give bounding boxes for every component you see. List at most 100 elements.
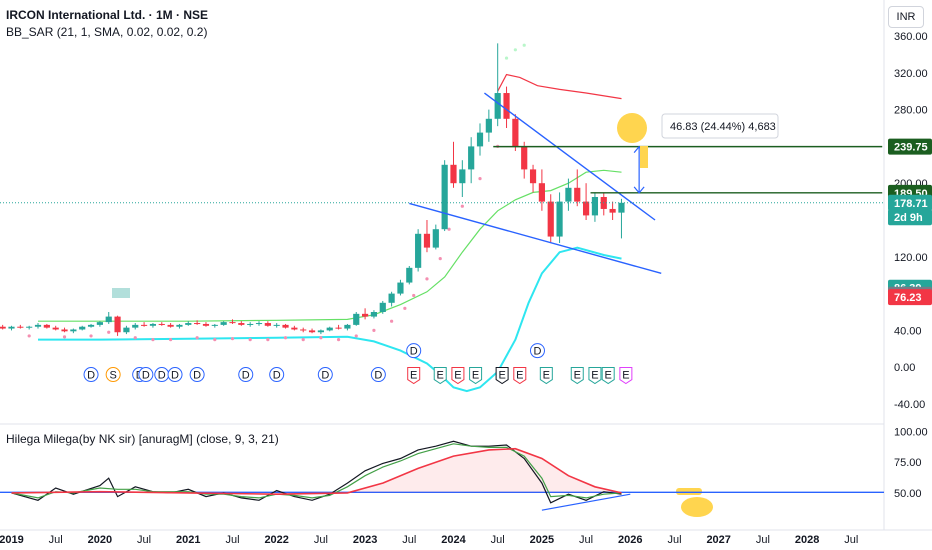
candle	[52, 325, 59, 331]
currency-button[interactable]: INR	[888, 6, 924, 28]
event-marker: E	[433, 367, 447, 385]
event-shape	[433, 367, 447, 385]
event-shape	[451, 367, 465, 385]
candle	[335, 324, 342, 330]
sar-dot	[151, 338, 155, 342]
event-label: S	[109, 370, 116, 382]
candle	[353, 312, 360, 326]
event-shape	[105, 367, 121, 383]
event-label: D	[142, 370, 150, 382]
event-shape	[588, 367, 602, 385]
sar-dot	[478, 177, 482, 181]
x-tick-label: Jul	[844, 534, 858, 546]
event-marker: E	[513, 367, 527, 385]
x-tick-label: Jul	[667, 534, 681, 546]
sar-dot	[62, 335, 67, 339]
candle-body	[591, 197, 599, 216]
event-marker: E	[407, 367, 421, 385]
candle-body	[34, 324, 42, 327]
event-label: D	[273, 370, 281, 382]
sar-dot	[522, 43, 526, 47]
candle	[468, 137, 475, 184]
candle	[450, 141, 457, 188]
event-shape	[83, 367, 99, 383]
candle	[0, 324, 6, 330]
candle	[211, 323, 218, 328]
candle-body	[308, 330, 316, 333]
y-tick-label: -40.00	[894, 399, 925, 411]
event-label: E	[591, 370, 598, 382]
candle	[512, 114, 519, 151]
event-shape	[539, 367, 553, 385]
event-shape	[138, 367, 154, 383]
price-tag-label: 76.23	[894, 292, 922, 304]
price-tag-bg	[888, 289, 932, 306]
candle	[415, 229, 422, 272]
event-marker: D	[370, 367, 386, 383]
event-marker: D	[406, 343, 422, 359]
candle	[255, 321, 263, 326]
candle-body	[238, 323, 245, 325]
sar-dot	[438, 257, 442, 261]
candle	[503, 86, 510, 128]
candle-body	[185, 323, 192, 325]
sar-dot	[447, 227, 451, 231]
measure-label-box	[661, 113, 779, 139]
price-tag-label: 2d 9h	[894, 212, 923, 224]
event-marker: E	[570, 367, 584, 385]
price-tag-label: 239.75	[894, 142, 928, 154]
candle-body	[468, 146, 475, 170]
candle-body	[123, 327, 130, 333]
candle-body	[353, 313, 360, 325]
event-marker: E	[451, 367, 465, 385]
event-marker: D	[317, 367, 333, 383]
candle	[609, 201, 616, 220]
candle-body	[556, 201, 563, 237]
candle	[370, 310, 378, 319]
lower-indicator-legend[interactable]: Hilega Milega(by NK sir) [anuragM] (clos…	[6, 432, 279, 446]
x-tick-label: 2023	[353, 534, 377, 546]
lower-fill-area	[11, 448, 622, 495]
sar-dot	[133, 336, 137, 340]
candle	[149, 323, 157, 328]
sar-dot	[319, 336, 323, 340]
candle-body	[61, 329, 68, 332]
event-shape	[370, 367, 386, 383]
event-label: E	[498, 370, 505, 382]
indicator-legend[interactable]: BB_SAR (21, 1, SMA, 0.02, 0.02, 0.2)	[6, 25, 208, 39]
x-tick-label: 2027	[706, 534, 730, 546]
sar-dot	[403, 306, 407, 310]
event-shape	[269, 367, 285, 383]
candle-body	[300, 329, 307, 331]
event-label: D	[242, 370, 250, 382]
event-shape	[189, 367, 205, 383]
event-label: E	[543, 370, 550, 382]
candle-body	[459, 169, 466, 184]
event-shape	[529, 343, 545, 359]
candle	[176, 323, 183, 329]
thumbs-up-icon-thumb	[640, 146, 648, 168]
candle-body	[538, 183, 545, 202]
candle	[300, 327, 307, 333]
candle	[326, 326, 333, 332]
sar-dot	[425, 277, 429, 281]
sar-dot	[169, 338, 173, 342]
sar-dot	[504, 56, 509, 60]
x-tick-label: Jul	[491, 534, 505, 546]
event-marker: E	[469, 367, 483, 385]
candle	[140, 322, 148, 327]
candle-body	[220, 322, 227, 325]
candle	[17, 324, 24, 329]
sar-dot	[513, 48, 517, 52]
x-tick-label: Jul	[137, 534, 151, 546]
event-label: E	[454, 370, 461, 382]
candle-body	[229, 322, 236, 324]
candle	[114, 315, 121, 336]
lower-trendline	[541, 493, 631, 511]
candle	[361, 308, 369, 320]
candle	[432, 224, 439, 250]
sar-dot	[283, 336, 288, 340]
sar-dot	[412, 293, 416, 298]
symbol-title[interactable]: IRCON International Ltd. · 1M · NSE	[6, 8, 209, 22]
